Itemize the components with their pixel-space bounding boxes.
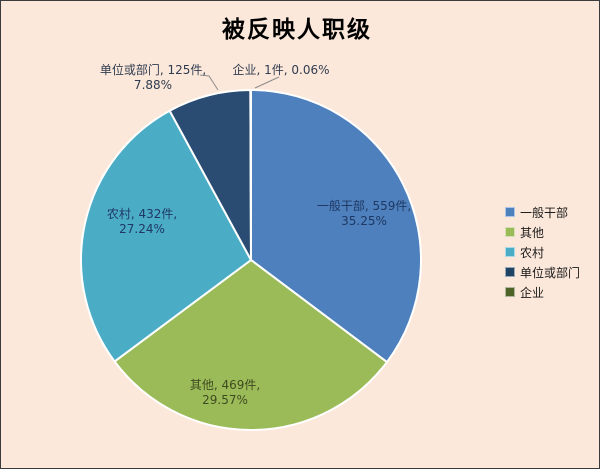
data-label-yiban-ganbu: 一般干部, 559件, 35.25% bbox=[317, 199, 411, 229]
leader-line-danwei-or-bumen bbox=[199, 74, 219, 91]
data-label-text: 单位或部门, 125件, bbox=[99, 63, 207, 77]
data-label-percent: 7.88% bbox=[133, 78, 173, 92]
legend-swatch-icon bbox=[505, 287, 515, 297]
data-label-percent: 35.25% bbox=[341, 214, 387, 228]
pie-slice-qita bbox=[113, 259, 388, 431]
legend-swatch-icon bbox=[505, 267, 515, 277]
data-label-qita: 其他, 469件, 29.57% bbox=[190, 378, 260, 408]
legend-label: 单位或部门 bbox=[520, 265, 581, 280]
legend-swatch-icon bbox=[505, 207, 515, 217]
legend: 一般干部 其他 农村 单位或部门 企业 bbox=[505, 202, 580, 302]
legend-swatch-icon bbox=[505, 247, 515, 257]
legend-label: 一般干部 bbox=[520, 205, 569, 220]
legend-label: 其他 bbox=[520, 225, 545, 240]
data-label-text: 农村, 432件, bbox=[106, 207, 178, 221]
data-label-text: 企业, 1件, 0.06% bbox=[232, 63, 330, 77]
legend-item-nongcun: 农村 bbox=[505, 242, 580, 262]
legend-swatch-icon bbox=[505, 227, 515, 237]
legend-label: 企业 bbox=[520, 285, 545, 300]
data-label-danwei-or-bumen: 单位或部门, 125件, 7.88% bbox=[100, 63, 206, 93]
data-label-nongcun: 农村, 432件, 27.24% bbox=[107, 207, 177, 237]
data-label-text: 其他, 469件, bbox=[189, 378, 261, 392]
pie-slice-qiye bbox=[249, 88, 252, 261]
chart-title: 被反映人职级 bbox=[222, 16, 372, 43]
legend-item-qiye: 企业 bbox=[505, 282, 580, 302]
legend-item-yiban-ganbu: 一般干部 bbox=[505, 202, 580, 222]
data-label-percent: 29.57% bbox=[202, 393, 248, 407]
legend-item-danwei-or-bumen: 单位或部门 bbox=[505, 262, 580, 282]
legend-item-qita: 其他 bbox=[505, 222, 580, 242]
data-label-qiye: 企业, 1件, 0.06% bbox=[232, 63, 329, 78]
pie-slice-nongcun bbox=[80, 109, 252, 363]
data-label-percent: 27.24% bbox=[119, 222, 165, 236]
legend-label: 农村 bbox=[520, 245, 545, 260]
leader-line-qiye bbox=[254, 76, 280, 89]
data-label-text: 一般干部, 559件, bbox=[316, 199, 412, 213]
pie-slice-yiban-ganbu bbox=[250, 89, 422, 364]
